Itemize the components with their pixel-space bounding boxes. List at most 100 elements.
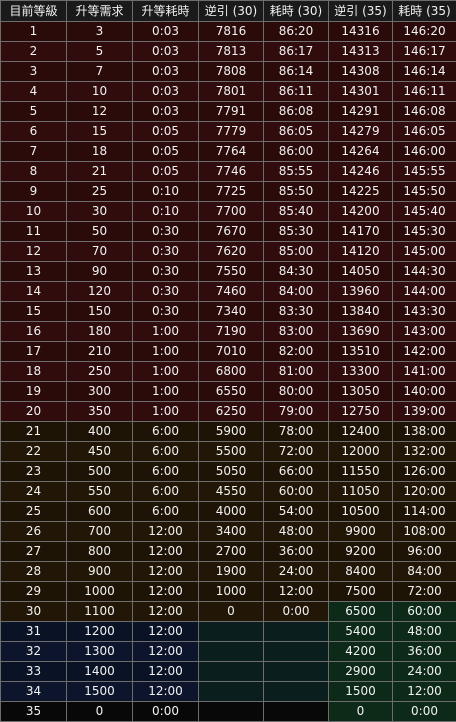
table-cell: 84:00 <box>393 562 456 582</box>
table-cell: 1 <box>1 22 67 42</box>
table-cell: 1200 <box>67 622 133 642</box>
table-cell: 24:00 <box>393 662 456 682</box>
table-cell: 3 <box>1 62 67 82</box>
table-cell: 1:00 <box>133 402 199 422</box>
table-cell: 145:00 <box>393 242 456 262</box>
table-cell: 3400 <box>199 522 264 542</box>
table-cell: 18 <box>67 142 133 162</box>
table-cell: 6500 <box>329 602 393 622</box>
table-cell: 12:00 <box>133 662 199 682</box>
table-cell: 81:00 <box>264 362 329 382</box>
table-cell: 22 <box>1 442 67 462</box>
table-cell: 21 <box>1 422 67 442</box>
table-cell: 900 <box>67 562 133 582</box>
table-cell: 13840 <box>329 302 393 322</box>
table-cell: 14200 <box>329 202 393 222</box>
table-cell: 15 <box>1 302 67 322</box>
table-cell: 5500 <box>199 442 264 462</box>
header-cell: 逆引 (30) <box>199 1 264 22</box>
table-cell: 10 <box>67 82 133 102</box>
table-cell: 23 <box>1 462 67 482</box>
table-cell: 0:05 <box>133 142 199 162</box>
table-cell: 350 <box>67 402 133 422</box>
table-cell: 14291 <box>329 102 393 122</box>
table-cell: 0:10 <box>133 202 199 222</box>
table-cell: 85:55 <box>264 162 329 182</box>
table-cell: 86:20 <box>264 22 329 42</box>
table-cell: 12400 <box>329 422 393 442</box>
header-cell: 升等耗時 <box>133 1 199 22</box>
table-cell <box>264 682 329 702</box>
table-cell: 0:03 <box>133 22 199 42</box>
table-cell: 12:00 <box>133 602 199 622</box>
table-cell: 14050 <box>329 262 393 282</box>
table-cell: 7813 <box>199 42 264 62</box>
table-cell: 85:50 <box>264 182 329 202</box>
table-cell: 4200 <box>329 642 393 662</box>
table-cell: 6:00 <box>133 442 199 462</box>
table-cell <box>264 622 329 642</box>
table-cell: 144:00 <box>393 282 456 302</box>
table-cell: 13300 <box>329 362 393 382</box>
table-cell: 0 <box>67 702 133 722</box>
table-cell: 146:05 <box>393 122 456 142</box>
table-cell: 500 <box>67 462 133 482</box>
table-cell: 36:00 <box>264 542 329 562</box>
table-cell: 72:00 <box>264 442 329 462</box>
table-cell: 5900 <box>199 422 264 442</box>
table-cell: 145:55 <box>393 162 456 182</box>
table-cell: 6:00 <box>133 502 199 522</box>
table-cell: 7500 <box>329 582 393 602</box>
table-cell: 29 <box>1 582 67 602</box>
table-cell: 85:30 <box>264 222 329 242</box>
table-cell: 86:08 <box>264 102 329 122</box>
table-cell: 4000 <box>199 502 264 522</box>
table-cell: 300 <box>67 382 133 402</box>
header-cell: 目前等級 <box>1 1 67 22</box>
table-cell: 33 <box>1 662 67 682</box>
table-cell: 84:00 <box>264 282 329 302</box>
table-cell: 7620 <box>199 242 264 262</box>
table-cell: 12:00 <box>133 582 199 602</box>
table-cell: 80:00 <box>264 382 329 402</box>
table-cell: 1:00 <box>133 342 199 362</box>
table-cell: 7 <box>67 62 133 82</box>
table-cell: 11050 <box>329 482 393 502</box>
table-cell: 14279 <box>329 122 393 142</box>
table-cell: 72:00 <box>393 582 456 602</box>
table-cell: 7779 <box>199 122 264 142</box>
table-cell: 2900 <box>329 662 393 682</box>
table-cell: 14301 <box>329 82 393 102</box>
table-cell: 114:00 <box>393 502 456 522</box>
table-cell: 86:14 <box>264 62 329 82</box>
table-cell: 0:30 <box>133 282 199 302</box>
table-cell: 0:30 <box>133 222 199 242</box>
table-cell: 250 <box>67 362 133 382</box>
table-cell: 18 <box>1 362 67 382</box>
table-cell: 31 <box>1 622 67 642</box>
table-cell: 12:00 <box>133 522 199 542</box>
table-cell: 14120 <box>329 242 393 262</box>
table-cell: 1900 <box>199 562 264 582</box>
table-cell: 30 <box>67 202 133 222</box>
table-cell: 1500 <box>67 682 133 702</box>
table-cell: 5050 <box>199 462 264 482</box>
table-cell: 5 <box>1 102 67 122</box>
table-cell: 146:17 <box>393 42 456 62</box>
